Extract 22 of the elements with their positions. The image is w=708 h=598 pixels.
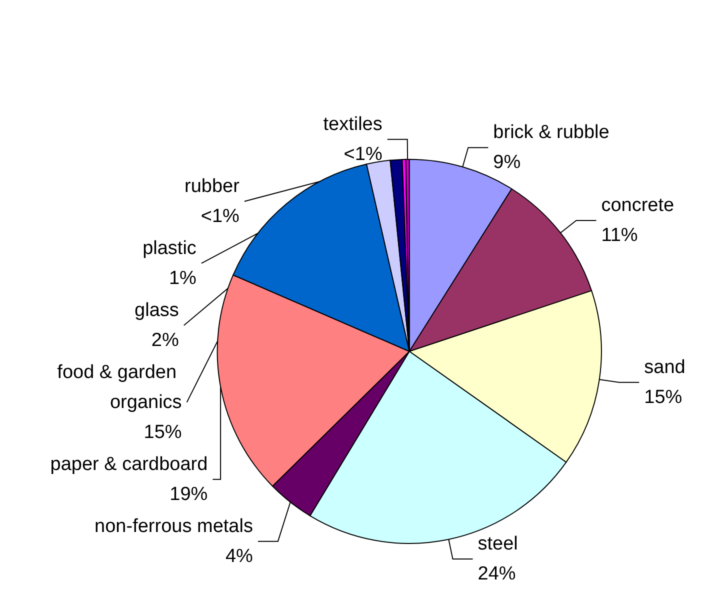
data-label: 4% — [225, 546, 254, 567]
data-label: 15% — [644, 386, 682, 408]
data-label: 2% — [151, 330, 180, 351]
slice-label: brick & rubble — [493, 122, 610, 144]
slice-label: steel — [478, 533, 518, 554]
slice-label: non-ferrous metals — [94, 516, 253, 537]
data-label: <1% — [344, 144, 382, 165]
data-label: 1% — [168, 268, 197, 289]
slice-label: paper & cardboard — [50, 454, 208, 475]
data-label: <1% — [200, 206, 240, 227]
slice-label: glass — [134, 300, 179, 321]
slice-label: textiles — [323, 114, 382, 135]
slice-label: rubber — [184, 176, 240, 197]
data-label: 15% — [144, 422, 182, 443]
data-label: 19% — [170, 484, 208, 505]
data-label: 24% — [478, 563, 516, 584]
slice-label: food & garden organics — [57, 362, 182, 413]
data-label: 9% — [493, 152, 521, 174]
data-label: 11% — [601, 225, 638, 246]
slice-label: sand — [644, 356, 686, 378]
slice-label: concrete — [601, 195, 674, 216]
slice-label: plastic — [142, 238, 196, 259]
